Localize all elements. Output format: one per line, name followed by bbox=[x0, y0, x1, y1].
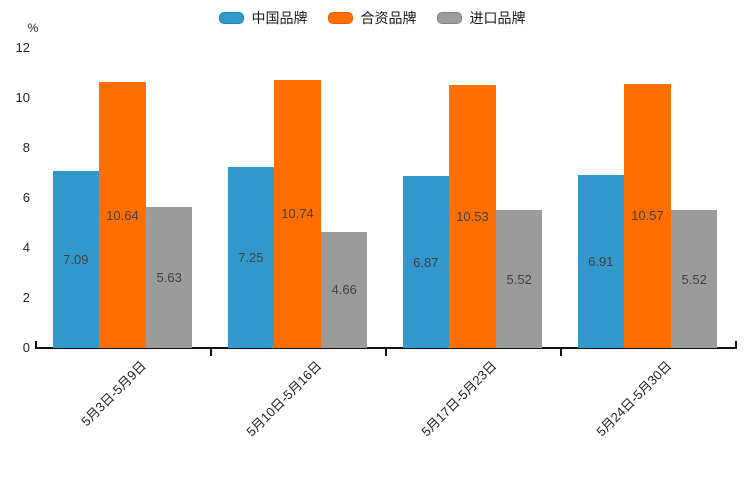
bar-value-label: 10.64 bbox=[106, 207, 139, 223]
bar-series1-group2[interactable]: 10.53 bbox=[449, 84, 496, 348]
bar-series0-group2[interactable]: 6.87 bbox=[402, 176, 450, 348]
y-axis-tick-label: 0 bbox=[22, 340, 30, 355]
legend-item-label: 合资品牌 bbox=[360, 10, 417, 26]
y-axis-tick-label: 6 bbox=[22, 190, 30, 205]
bar-series2-group3[interactable]: 5.52 bbox=[670, 210, 718, 348]
legend-item-0[interactable]: 中国品牌 bbox=[218, 10, 308, 26]
bar-series0-group0[interactable]: 7.09 bbox=[52, 170, 100, 348]
bar-series2-group0[interactable]: 5.63 bbox=[145, 207, 193, 348]
x-axis-tick bbox=[385, 347, 387, 356]
x-axis-endcap-tick bbox=[735, 341, 737, 349]
x-axis-category-label: 5月24日-5月30日 bbox=[593, 358, 675, 440]
bar-series0-group3[interactable]: 6.91 bbox=[577, 175, 625, 348]
legend-item-label: 进口品牌 bbox=[469, 10, 526, 26]
bar-value-label: 7.25 bbox=[238, 249, 264, 265]
y-axis-unit-label: % bbox=[27, 21, 39, 35]
legend-item-2[interactable]: 进口品牌 bbox=[436, 10, 526, 26]
legend-swatch-icon bbox=[218, 12, 244, 24]
bar-series1-group0[interactable]: 10.64 bbox=[99, 82, 146, 348]
chart-legend: 中国品牌 合资品牌 进口品牌 bbox=[0, 10, 744, 26]
x-axis-category-label: 5月3日-5月9日 bbox=[78, 358, 150, 430]
bar-value-label: 10.74 bbox=[281, 206, 314, 222]
bar-series2-group2[interactable]: 5.52 bbox=[495, 210, 543, 348]
y-axis-tick-label: 8 bbox=[22, 140, 30, 155]
bar-series2-group1[interactable]: 4.66 bbox=[320, 231, 368, 348]
bar-series1-group1[interactable]: 10.74 bbox=[274, 79, 321, 348]
x-axis-tick bbox=[210, 347, 212, 356]
bar-value-label: 6.87 bbox=[413, 254, 439, 270]
legend-swatch-icon bbox=[327, 12, 353, 24]
x-axis-category-label: 5月17日-5月23日 bbox=[418, 358, 500, 440]
bar-value-label: 4.66 bbox=[331, 282, 357, 298]
legend-swatch-icon bbox=[436, 12, 462, 24]
legend-item-1[interactable]: 合资品牌 bbox=[327, 10, 417, 26]
y-axis-tick-label: 10 bbox=[15, 90, 30, 105]
bar-value-label: 7.09 bbox=[63, 251, 89, 267]
bar-value-label: 10.53 bbox=[456, 208, 489, 224]
bar-value-label: 5.63 bbox=[156, 270, 182, 286]
bar-series0-group1[interactable]: 7.25 bbox=[227, 166, 275, 348]
y-axis-tick-label: 12 bbox=[15, 40, 30, 55]
bar-value-label: 6.91 bbox=[588, 254, 614, 270]
y-axis-tick-label: 4 bbox=[22, 240, 30, 255]
bar-series1-group3[interactable]: 10.57 bbox=[624, 83, 671, 348]
bar-value-label: 5.52 bbox=[681, 271, 707, 287]
bar-value-label: 5.52 bbox=[506, 271, 532, 287]
bar-value-label: 10.57 bbox=[631, 208, 664, 224]
legend-item-label: 中国品牌 bbox=[251, 10, 308, 26]
x-axis-tick bbox=[560, 347, 562, 356]
x-axis-endcap-tick bbox=[35, 341, 37, 349]
x-axis-category-label: 5月10日-5月16日 bbox=[243, 358, 325, 440]
y-axis-tick-label: 2 bbox=[22, 290, 30, 305]
